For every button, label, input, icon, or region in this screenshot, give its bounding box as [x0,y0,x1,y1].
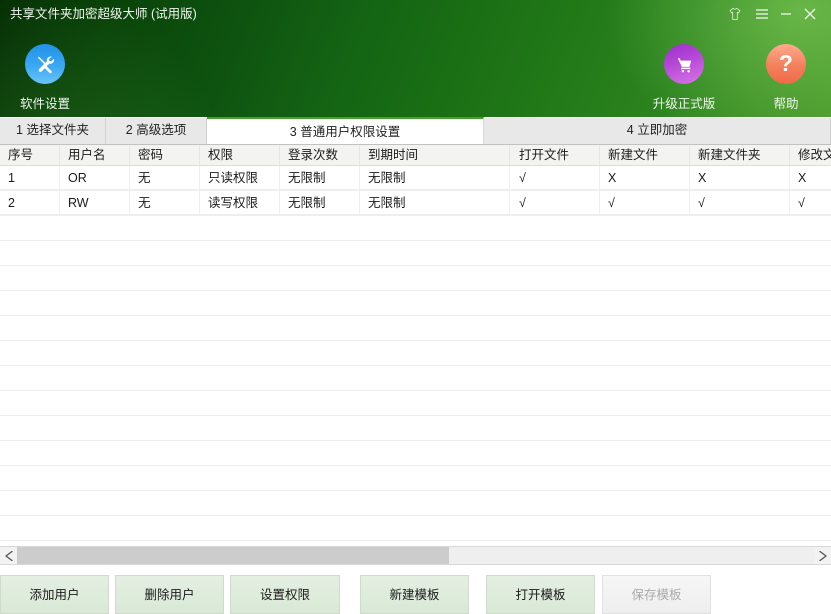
svg-text:?: ? [779,51,793,76]
